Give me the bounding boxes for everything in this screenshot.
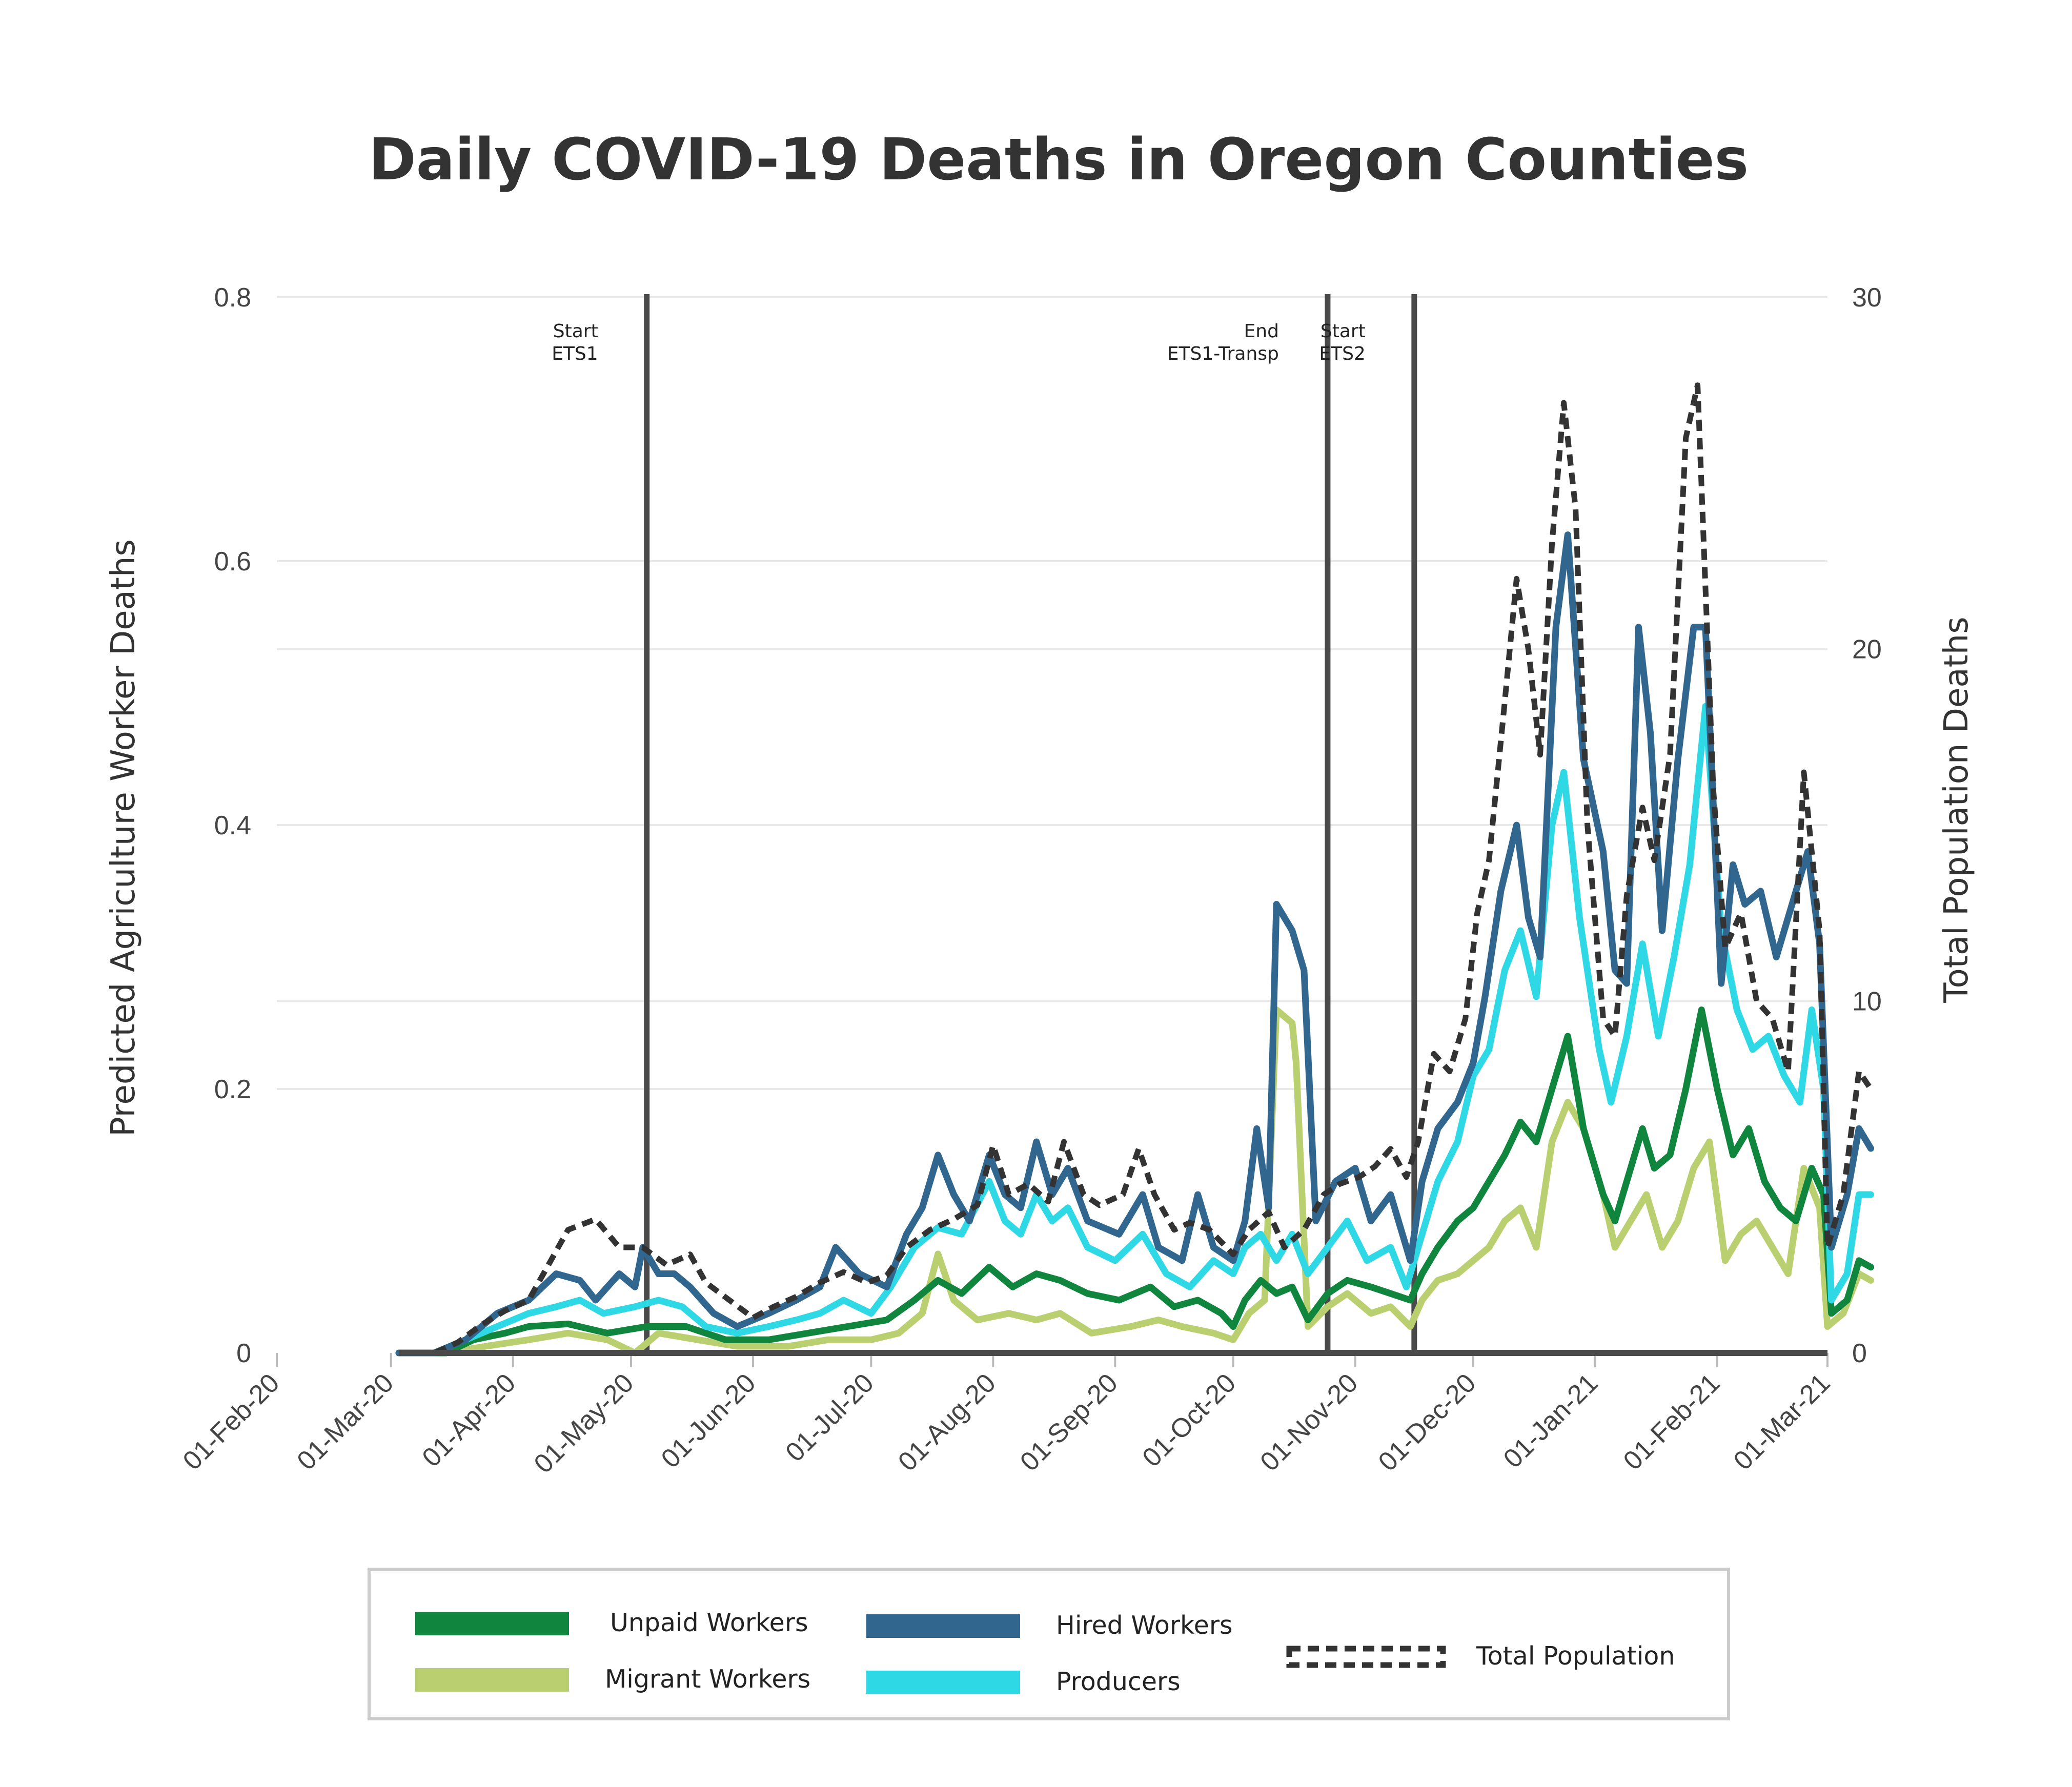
- series-line-migrant-workers: [395, 1007, 1874, 1357]
- legend-box: [368, 1568, 1730, 1720]
- event-label-line: ETS2: [1319, 343, 1366, 364]
- y-left-tick-label: 0.4: [214, 811, 251, 840]
- event-label: Start ETS2: [1319, 321, 1366, 364]
- series-line-total-population: [399, 382, 1874, 1356]
- legend-swatch-unpaid-workers: [415, 1612, 569, 1635]
- legend: Unpaid Workers Migrant Workers Hired Worke…: [368, 1568, 1730, 1720]
- legend-label-total-population: Total Population: [1476, 1641, 1675, 1671]
- legend-swatch-producers: [866, 1671, 1020, 1694]
- y-left-tick-label: 0.6: [214, 547, 251, 577]
- y-right-tick-label: 10: [1852, 987, 1882, 1016]
- y-left-tick-label: 0: [236, 1339, 251, 1368]
- legend-label-hired-workers: Hired Workers: [1056, 1611, 1233, 1640]
- event-label: Start ETS1: [552, 321, 598, 364]
- y-right-tick-label: 30: [1852, 283, 1882, 313]
- series-lines: [395, 382, 1874, 1357]
- legend-label-unpaid-workers: Unpaid Workers: [610, 1608, 808, 1637]
- legend-label-migrant-workers: Migrant Workers: [605, 1665, 810, 1694]
- legend-swatch-hired-workers: [866, 1614, 1020, 1638]
- y-left-tick-label: 0.8: [214, 283, 251, 313]
- legend-swatch-migrant-workers: [415, 1668, 569, 1692]
- event-label-line: Start: [553, 321, 598, 342]
- event-label-line: End: [1244, 321, 1279, 342]
- gridlines: [277, 296, 1827, 1090]
- series-line-unpaid-workers: [395, 1007, 1874, 1357]
- y-left-tick-label: 0.2: [214, 1075, 251, 1104]
- series-line-hired-workers: [395, 531, 1874, 1357]
- legend-swatch-total-population: [1286, 1646, 1446, 1668]
- event-label: End ETS1-Transp: [1167, 321, 1279, 364]
- y-right-tick-label: 0: [1852, 1339, 1867, 1368]
- event-label-line: ETS1-Transp: [1167, 343, 1279, 364]
- chart-title: Daily COVID-19 Deaths in Oregon Counties: [369, 127, 1749, 193]
- legend-label-producers: Producers: [1056, 1667, 1181, 1696]
- event-label-line: ETS1: [552, 343, 598, 364]
- y-right-tick-label: 20: [1852, 635, 1882, 665]
- y-axis-left-title: Predicted Agriculture Worker Deaths: [105, 539, 143, 1137]
- event-label-line: Start: [1321, 321, 1366, 342]
- y-axis-right-title: Total Population Deaths: [1938, 617, 1976, 1003]
